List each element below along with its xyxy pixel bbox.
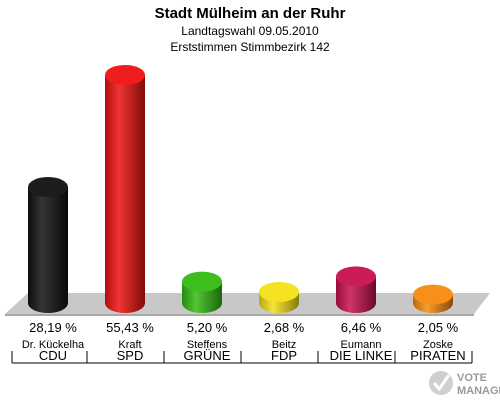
chart-title: Stadt Mülheim an der Ruhr [154, 5, 346, 22]
candidate-label: Eumann [341, 339, 382, 351]
bar-body [105, 75, 145, 313]
bar-fdp [259, 281, 299, 313]
bar-body [28, 187, 68, 313]
bar-gr-ne [182, 271, 222, 313]
candidate-label: Beitz [272, 339, 296, 351]
value-label: 2,68 % [264, 320, 305, 335]
bar-top [182, 271, 222, 292]
chart-titles: Stadt Mülheim an der Ruhr Landtagswahl 0… [0, 4, 500, 55]
bar-top [105, 65, 145, 85]
chart-subtitle-election: Landtagswahl 09.05.2010 [181, 24, 319, 38]
bar-spd [105, 65, 145, 313]
bar-top [336, 266, 376, 287]
bar-cdu [28, 177, 68, 313]
bar-top [259, 281, 299, 302]
logo-circle-icon [429, 371, 453, 395]
bar-die-linke [336, 266, 376, 313]
party-label: FDP [271, 348, 297, 363]
candidate-label: Kraft [118, 339, 141, 351]
logo-check-icon [432, 374, 451, 392]
party-label: CDU [39, 348, 67, 363]
logo-word-manager: MANAGER [457, 385, 500, 397]
floor-platform-edge [5, 314, 474, 316]
party-label: PIRATEN [410, 348, 465, 363]
bar-body [336, 276, 376, 313]
value-label: 28,19 % [29, 320, 77, 335]
logo-word-vote: VOTE [457, 372, 487, 384]
candidate-label: Steffens [187, 339, 228, 351]
value-label: 55,43 % [106, 320, 154, 335]
chart-subtitle-district: Erststimmen Stimmbezirk 142 [170, 40, 330, 54]
candidate-label: Zoske [423, 339, 453, 351]
party-label: GRÜNE [184, 348, 231, 363]
party-label: SPD [117, 348, 144, 363]
bar-top [28, 177, 68, 198]
vote-manager-logo: VOTE MANAGER [426, 366, 500, 400]
value-label: 5,20 % [187, 320, 228, 335]
value-label: 2,05 % [418, 320, 459, 335]
party-label: DIE LINKE [330, 348, 393, 363]
candidate-label: Dr. Kückelha [22, 339, 85, 351]
value-label: 6,46 % [341, 320, 382, 335]
bar-piraten [413, 284, 453, 313]
bar-top [413, 284, 453, 305]
